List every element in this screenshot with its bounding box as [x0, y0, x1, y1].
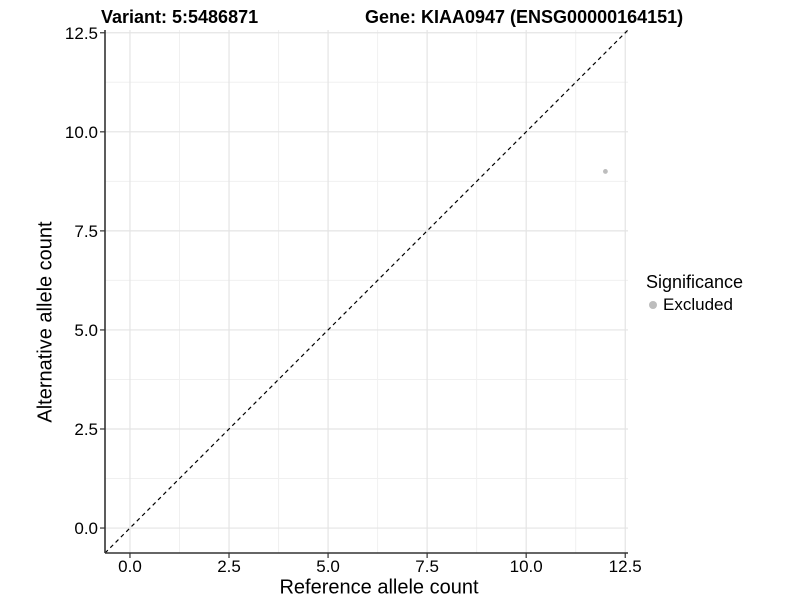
data-point-excluded	[603, 169, 608, 174]
x-tick-label: 10.0	[510, 557, 543, 576]
legend-title: Significance	[646, 272, 744, 292]
x-tick-label: 7.5	[415, 557, 439, 576]
y-tick-label: 12.5	[65, 24, 98, 43]
legend-point-icon	[649, 301, 657, 309]
x-tick-label: 0.0	[118, 557, 142, 576]
plot-title-gene: Gene: KIAA0947 (ENSG00000164151)	[365, 7, 684, 27]
x-axis-title: Reference allele count	[279, 576, 479, 599]
y-axis-title: Alternative allele count	[34, 221, 57, 423]
y-tick-label: 0.0	[74, 519, 98, 538]
legend: Significance Excluded	[646, 271, 743, 314]
identity-line	[104, 29, 629, 554]
y-tick-label: 2.5	[74, 420, 98, 439]
y-tick-label: 5.0	[74, 321, 98, 340]
x-tick-label: 2.5	[217, 557, 241, 576]
x-tick-label: 12.5	[609, 557, 642, 576]
legend-entry-excluded: Excluded	[646, 296, 743, 314]
legend-entry-label: Excluded	[663, 295, 733, 314]
y-tick-label: 7.5	[74, 222, 98, 241]
y-tick-label: 10.0	[65, 123, 98, 142]
x-tick-label: 5.0	[316, 557, 340, 576]
plot-title-variant: Variant: 5:5486871	[101, 7, 259, 27]
